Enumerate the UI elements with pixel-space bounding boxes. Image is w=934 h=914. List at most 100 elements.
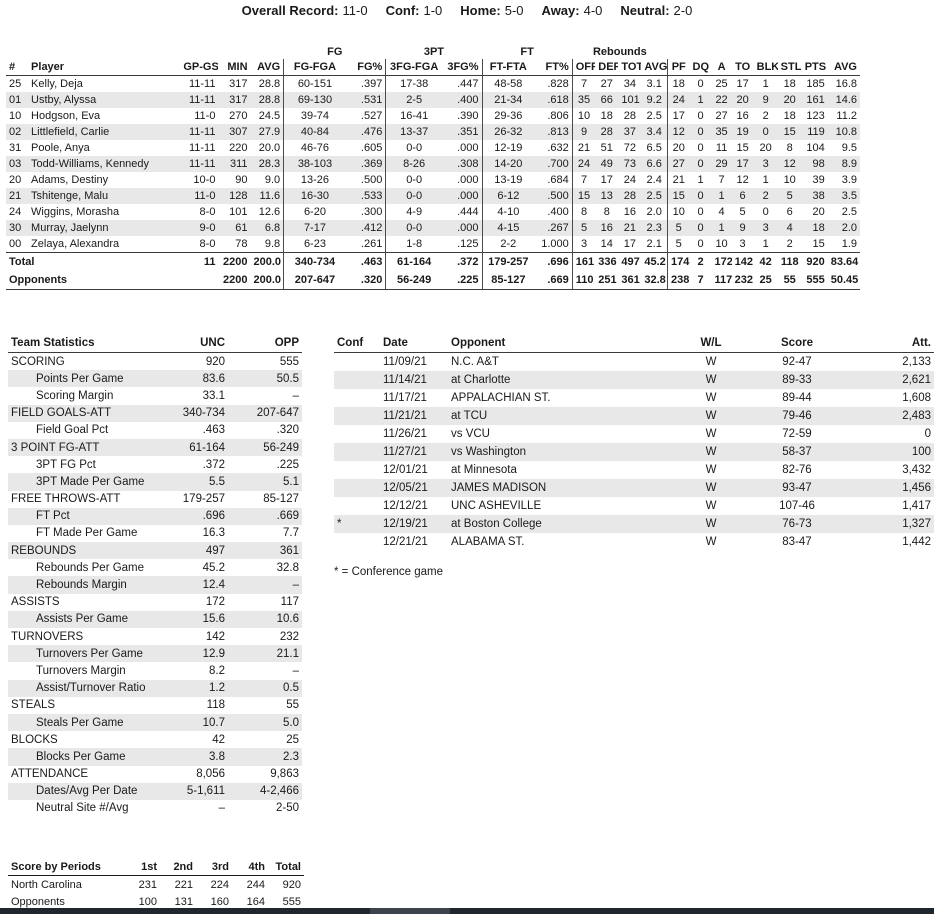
player-table-column-header: FG% [345,59,386,76]
player-stat-cell: 24.5 [258,110,281,122]
player-stat-cell: .261 [360,238,383,250]
player-stat-cell: 2-2 [481,236,535,253]
player-table-column-header: OFF [571,59,596,76]
player-name-cell: Tshitenge, Malu [31,190,109,202]
team-stats-header: UNC [160,334,228,353]
summary-stat-cell: 179-257 [481,252,535,271]
game-score: 58-37 [782,446,812,458]
team-stats-unc-value: 118 [206,699,225,712]
player-stat-cell: 6 [786,206,793,218]
team-stats-label: Turnovers Margin [36,664,126,677]
team-stats-label: FT Made Per Game [36,527,138,540]
periods-team-name: Opponents [11,895,65,908]
player-stat-cell: 24 [9,206,22,218]
summary-stat-cell: 32.8 [641,271,668,290]
game-score: 72-59 [782,428,812,440]
player-table-column-header: AVG [827,59,860,76]
player-stat-cell: 11 [715,142,728,154]
player-stat-cell: 18 [812,222,825,234]
player-stat-cell: 2-5 [385,92,442,108]
periods-value: 244 [246,878,265,891]
summary-stat-cell: 920 [801,252,828,271]
player-stat-cell: 19 [736,126,749,138]
player-stat-cell: 28 [623,190,636,202]
player-stat-cell: .125 [457,238,479,250]
team-stats-unc-value: 12.9 [202,647,225,660]
total-row: Total 11 2200 200.0 340-734.463 61-164.372 179… [6,252,860,271]
player-table-column-header: STL [777,59,802,76]
player-name-cell: Poole, Anya [31,142,90,154]
player-stat-cell: 6.5 [646,142,662,154]
player-stat-cell: 35 [571,92,596,108]
player-stat-cell: 18 [783,110,796,122]
player-stat-cell: 15 [812,238,825,250]
player-stat-cell: 12.6 [258,206,281,218]
summary-stat-cell: 200.0 [250,252,284,271]
game-attendance: 1,456 [902,482,931,494]
player-stat-cell: 0 [697,190,704,202]
summary-stat-cell: 200.0 [250,271,284,290]
player-stat-cell: 22 [715,94,728,106]
game-date: 11/14/21 [383,374,427,386]
player-stat-cell: .533 [360,190,383,202]
games-header: Date [380,334,448,353]
player-stat-cell: 9-0 [199,222,216,234]
summary-stat-cell: 2200 [218,271,251,290]
team-stats-opp-value: 117 [280,596,299,609]
player-stat-cell: 10 [783,174,796,186]
summary-stat-cell: 207-647 [283,271,346,290]
player-name-cell: Kelly, Deja [31,78,83,90]
player-stat-cell: 6 [739,190,746,202]
team-stats-opp-value: 2.3 [283,750,299,763]
player-stat-cell: 317 [229,78,248,90]
summary-stat-cell: 61-164 [385,252,442,271]
periods-value: 160 [210,895,229,908]
game-row: 12/01/21 at Minnesota W 82-76 3,432 [334,461,934,479]
record-item-value: 4-0 [583,3,603,18]
summary-stat-cell: 142 [731,252,754,271]
team-stats-unc-value: 33.1 [202,389,225,402]
team-stats-label: 3PT FG Pct [36,458,96,471]
team-stats-opp-value: – [292,579,299,592]
player-stat-cell: 101 [229,206,248,218]
team-stats-label: ASSISTS [11,596,60,609]
player-stat-cell: 18 [600,110,613,122]
player-stat-cell: 6-23 [283,236,346,253]
record-item-value: 11-0 [342,3,368,18]
periods-value: 221 [174,878,193,891]
player-name-cell: Murray, Jaelynn [31,222,109,234]
game-opponent: ALABAMA ST. [451,536,525,548]
periods-value: 555 [282,895,301,908]
team-stats-label: Steals Per Game [36,716,124,729]
record-item-2: Home: 5-0 [460,3,523,18]
player-stat-cell: 1 [697,94,704,106]
player-stat-cell: 161 [806,94,825,106]
game-conf-flag [334,533,380,551]
team-statistics-table: Team Statistics UNC OPP SCORING 920 555 Points… [8,334,302,817]
player-stat-cell: 185 [806,78,825,90]
player-stat-cell: 2.1 [646,238,662,250]
player-stat-cell: 27.9 [258,126,281,138]
summary-stat-cell: .696 [534,252,573,271]
player-stat-cell: 2.0 [841,222,857,234]
game-attendance: 0 [924,428,931,440]
player-stat-cell: 51 [600,142,613,154]
game-attendance: 1,327 [902,518,931,530]
team-stats-opp-value: 555 [279,355,299,368]
player-row: 03 Todd-Williams, Kennedy 11-11 311 28.3 38-1… [6,156,860,172]
record-item-value: 1-0 [423,3,443,18]
player-stat-cell: 18 [666,75,690,92]
player-stat-cell: 0 [697,238,704,250]
player-stat-cell: 21 [571,140,596,156]
player-stat-cell: 11-11 [188,94,216,106]
game-score: 93-47 [782,482,812,494]
player-table-column-header: A [711,59,732,76]
game-result: W [705,446,717,458]
player-stat-cell: 38-103 [283,156,346,172]
player-stats-table-section: FG 3PT FT Rebounds # Player GP-GS MIN AVG FG-FGA F… [6,44,860,290]
player-table-column-header: DQ [689,59,712,76]
player-row: 31 Poole, Anya 11-11 220 20.0 46-76 .605 0-0 .00… [6,140,860,156]
player-table-column-header: DEF [595,59,619,76]
game-row: 11/17/21 APPALACHIAN ST. W 89-44 1,608 [334,389,934,407]
player-row: 21 Tshitenge, Malu 11-0 128 11.6 16-30.533 0-0… [6,188,860,204]
